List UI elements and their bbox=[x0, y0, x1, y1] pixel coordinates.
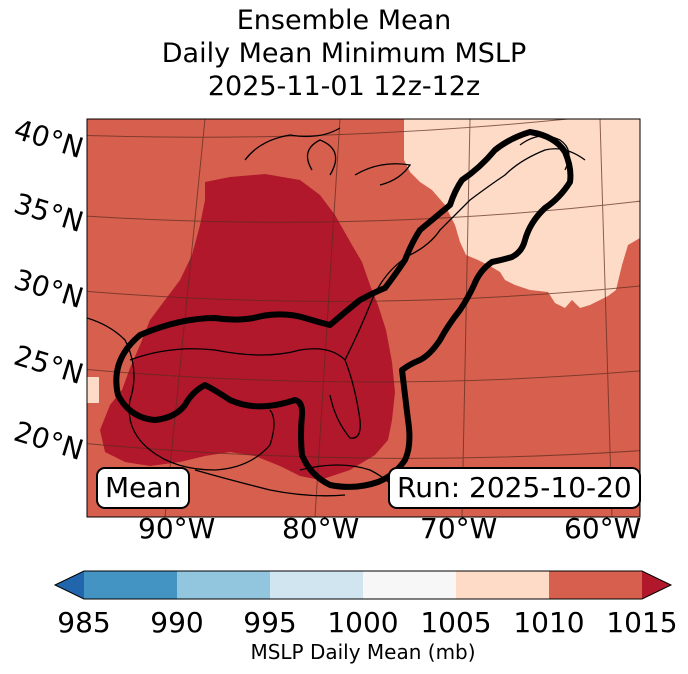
colorbar-tick-985: 985 bbox=[57, 606, 111, 639]
lon-label-80w: 80°W bbox=[282, 512, 360, 545]
colorbar-bin-1000-1005 bbox=[363, 571, 456, 599]
colorbar bbox=[53, 570, 673, 600]
colorbar-bin-1010-1015 bbox=[549, 571, 642, 599]
lon-label-70w: 70°W bbox=[420, 512, 498, 545]
colorbar-tick-990: 990 bbox=[150, 606, 204, 639]
colorbar-bin-985-990 bbox=[84, 571, 177, 599]
colorbar-tick-995: 995 bbox=[243, 606, 297, 639]
colorbar-tick-1000: 1000 bbox=[327, 606, 399, 639]
colorbar-label: MSLP Daily Mean (mb) bbox=[250, 640, 476, 664]
title-line-3: 2025-11-01 12z-12z bbox=[207, 71, 481, 102]
colorbar-bin-990-995 bbox=[177, 571, 270, 599]
colorbar-bin-1005-1010 bbox=[456, 571, 549, 599]
contour-1015 bbox=[113, 129, 574, 490]
graticule bbox=[87, 119, 640, 517]
lon-label-90w: 90°W bbox=[138, 512, 216, 545]
field-1005-1010-west bbox=[87, 377, 99, 403]
colorbar-bin-995-1000 bbox=[270, 571, 363, 599]
lon-label-60w: 60°W bbox=[564, 512, 642, 545]
mean-label-box: Mean bbox=[96, 467, 191, 509]
coastlines bbox=[87, 127, 586, 497]
field-above-1015 bbox=[100, 174, 395, 480]
colorbar-tick-1005: 1005 bbox=[420, 606, 492, 639]
field-1005-1010-northeast bbox=[404, 119, 640, 308]
map-frame bbox=[86, 118, 641, 518]
colorbar-tick-1010: 1010 bbox=[513, 606, 585, 639]
colorbar-extend-high bbox=[642, 571, 671, 599]
colorbar-tick-1015: 1015 bbox=[606, 606, 678, 639]
title-line-2: Daily Mean Minimum MSLP bbox=[161, 38, 527, 69]
title-line-1: Ensemble Mean bbox=[236, 5, 452, 36]
colorbar-outline bbox=[53, 570, 673, 600]
colorbar-extend-low bbox=[55, 571, 84, 599]
run-date-box: Run: 2025-10-20 bbox=[388, 467, 641, 509]
